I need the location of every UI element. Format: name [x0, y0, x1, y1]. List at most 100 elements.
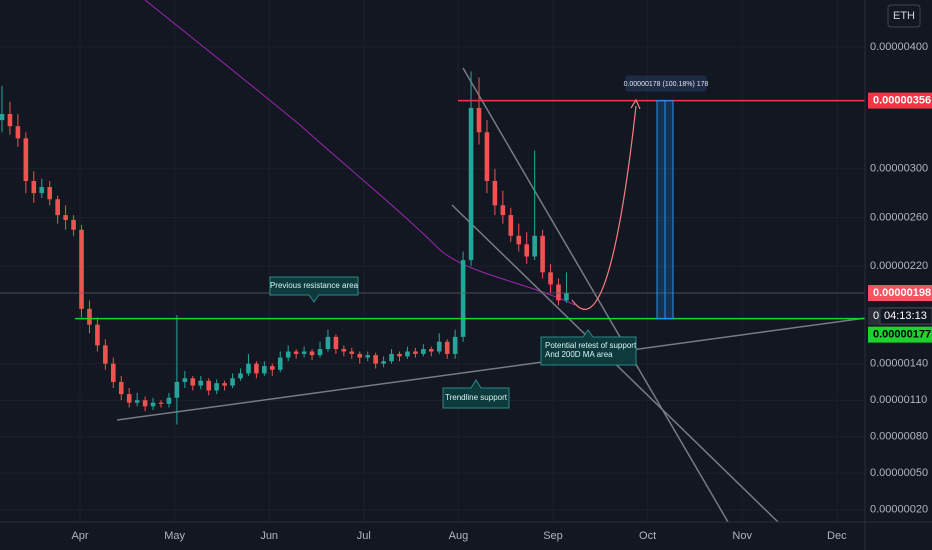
- annotation-text: Trendline support: [445, 393, 508, 402]
- candle-body: [270, 366, 275, 370]
- candle-body: [389, 353, 394, 362]
- levels: [0, 99, 865, 320]
- countdown-timer: 04:13:13: [884, 310, 927, 322]
- candle-body: [524, 244, 529, 257]
- candle-body: [134, 400, 140, 403]
- candle-body: [246, 363, 251, 374]
- projection-curve: [571, 105, 637, 310]
- candle-body: [357, 353, 363, 358]
- annotation-text: And 200D MA area: [545, 350, 613, 359]
- x-tick-label: Oct: [639, 530, 656, 542]
- candle-body: [508, 215, 514, 236]
- annotation: Trendline support: [442, 379, 510, 409]
- x-tick-label: Nov: [732, 530, 752, 542]
- candle-body: [111, 363, 116, 382]
- candle-body: [468, 107, 474, 261]
- y-tick-label: 0.00000110: [870, 394, 927, 406]
- annotation-box: [442, 379, 510, 409]
- candle-body: [206, 380, 211, 391]
- resistance-label-box: [868, 92, 932, 109]
- x-tick-label: Aug: [449, 530, 469, 542]
- annotation-box: [269, 276, 359, 303]
- candle-body: [118, 381, 124, 395]
- symbol: ETH: [893, 10, 915, 22]
- candle-body: [293, 351, 299, 354]
- y-tick-label: 0.00000050: [870, 467, 928, 479]
- candle-body: [182, 378, 188, 382]
- candle-body: [309, 351, 315, 356]
- y-tick-label: 0.00000300: [870, 163, 928, 175]
- candle-body: [7, 113, 13, 127]
- candle-body: [341, 349, 347, 352]
- projection-arrow: [630, 98, 641, 110]
- support-label: 0.00000177: [873, 329, 931, 341]
- candle-body: [222, 383, 227, 386]
- countdown-price: 0.: [873, 310, 882, 322]
- candle-body: [381, 361, 386, 364]
- candle-body: [15, 126, 21, 139]
- last-price-label-box: [868, 285, 932, 302]
- candle-body: [238, 373, 243, 379]
- candle-body: [87, 308, 92, 325]
- countdown-timer-box: [879, 307, 932, 325]
- y-tick-label: 0.00000260: [870, 211, 928, 223]
- candle-body: [63, 215, 68, 220]
- candle-body: [484, 132, 490, 181]
- annotation-text: Potential retest of support: [545, 341, 637, 350]
- candle-body: [460, 260, 466, 337]
- last-price-label: 0.00000198: [873, 287, 931, 299]
- candles: [0, 71, 569, 425]
- candle-body: [230, 378, 235, 386]
- candle-body: [476, 107, 482, 133]
- candle-body: [214, 383, 219, 391]
- candle-body: [198, 380, 204, 386]
- candle-body: [39, 187, 45, 194]
- candle-body: [103, 345, 108, 364]
- candle-body: [373, 355, 378, 364]
- candle-body: [429, 349, 434, 352]
- candle-body: [47, 187, 52, 200]
- candle-body: [452, 336, 458, 354]
- x-tick-label: Dec: [827, 530, 847, 542]
- candle-body: [31, 180, 37, 194]
- candle-body: [277, 357, 283, 370]
- price-axis: [865, 0, 932, 550]
- candle-body: [158, 402, 164, 404]
- candle-body: [142, 400, 148, 407]
- candle-body: [71, 219, 76, 230]
- candle-body: [413, 351, 418, 354]
- candle-body: [500, 205, 506, 216]
- candle-body: [333, 336, 339, 350]
- resistance-label: 0.00000356: [873, 95, 931, 107]
- candle-body: [254, 363, 259, 374]
- candle-body: [79, 229, 84, 309]
- candle-body: [23, 138, 29, 181]
- candle-body: [166, 397, 172, 404]
- y-tick-label: 0.00000140: [870, 358, 928, 370]
- candle-body: [516, 235, 522, 245]
- candle-body: [349, 351, 355, 354]
- candle-body: [540, 235, 545, 273]
- candle-body: [317, 349, 323, 356]
- x-tick-label: Jul: [357, 530, 371, 542]
- trendline: [462, 67, 729, 523]
- candle-body: [564, 293, 569, 301]
- y-tick-label: 0.00000080: [870, 431, 928, 443]
- candle-body: [548, 272, 553, 285]
- candle-body: [150, 402, 156, 407]
- candle-body: [325, 336, 331, 350]
- candle-body: [405, 351, 410, 357]
- annotation-text: Previous resistance area: [270, 281, 359, 290]
- candle-body: [55, 199, 60, 216]
- candle-body: [421, 349, 426, 354]
- axis-labels: 0.00000400 0.00000300 0.00000260 0.00000220…: [71, 41, 932, 542]
- x-tick-label: Sep: [543, 530, 563, 542]
- candle-body: [262, 366, 267, 374]
- candle-body: [126, 394, 132, 403]
- measure-text: 0.00000178 (100.18%) 178: [624, 81, 709, 88]
- trendline: [116, 308, 932, 421]
- y-tick-label: 0.00000020: [870, 504, 928, 516]
- candle-body: [95, 324, 100, 346]
